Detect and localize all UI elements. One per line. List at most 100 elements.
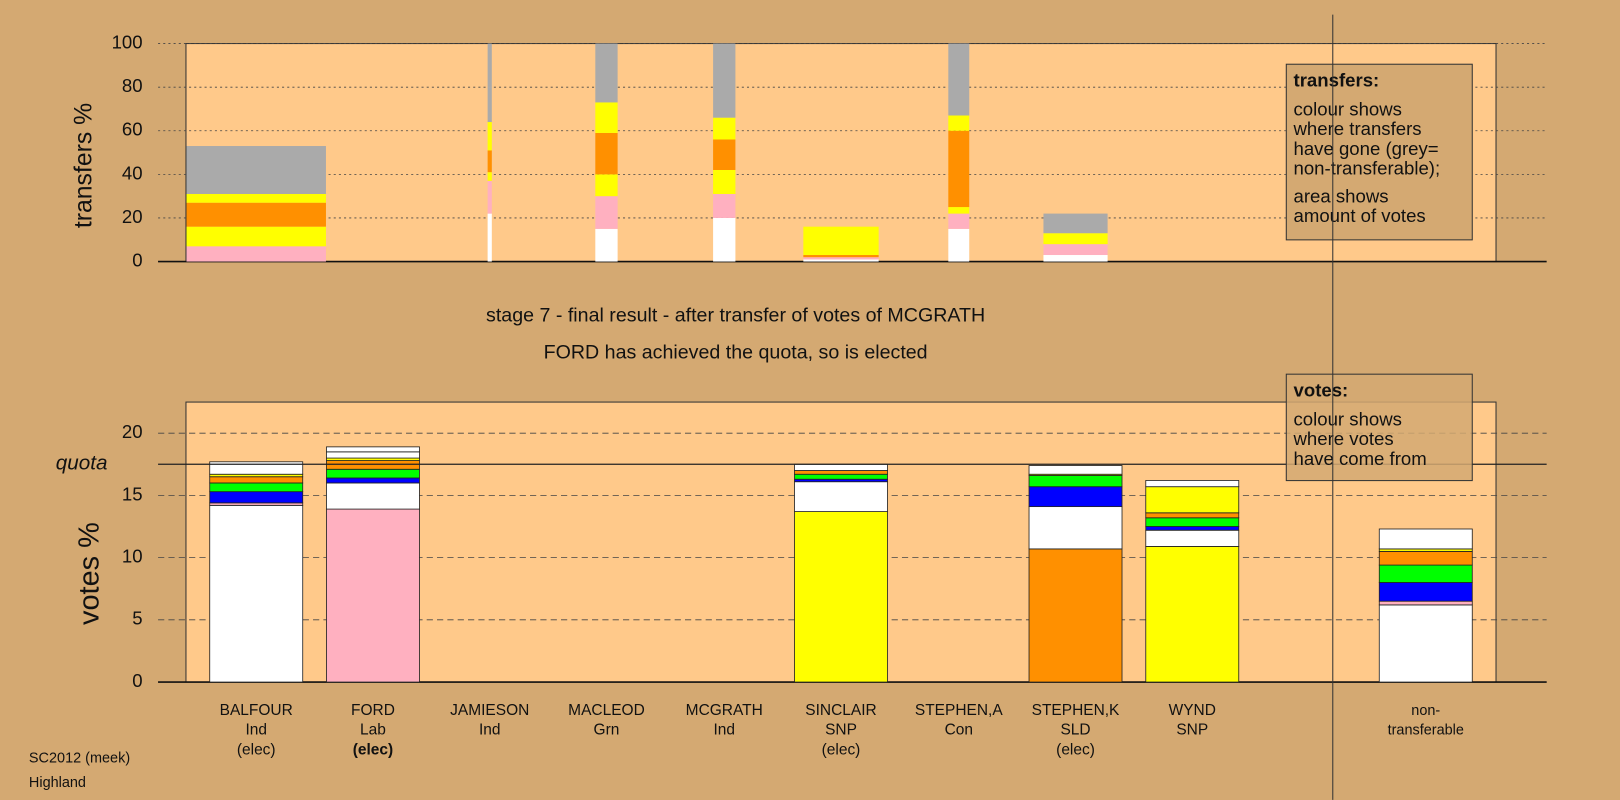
bar-segment [326, 508, 420, 683]
x-tick-label: SNP [825, 722, 857, 739]
bar-segment [948, 228, 970, 262]
bar-segment [326, 446, 420, 453]
bar-segment [794, 511, 888, 683]
x-tick-label: (elec) [353, 741, 393, 758]
bar-segment [803, 257, 879, 260]
x-tick-label: SNP [1176, 722, 1208, 739]
bar-segment [186, 246, 326, 262]
bar-segment [1378, 550, 1473, 566]
bar-segment [186, 193, 326, 203]
y-tick-label: 0 [132, 249, 142, 270]
bar-segment [948, 115, 970, 131]
legend-text: amount of votes [1294, 205, 1426, 226]
bar-segment [1378, 604, 1473, 683]
bar-segment [1145, 546, 1240, 683]
bar-segment [595, 102, 618, 133]
x-tick-label: (elec) [822, 741, 861, 758]
bar-segment [803, 226, 879, 256]
x-tick-label: Ind [479, 722, 501, 739]
legend-box [1285, 373, 1473, 482]
chart-subtitle: FORD has achieved the quota, so is elect… [544, 342, 928, 364]
x-tick-label: SLD [1060, 722, 1090, 739]
plot-area [185, 43, 1497, 263]
x-tick-label: Grn [594, 722, 620, 739]
bar-segment [794, 473, 888, 480]
bar-segment [487, 180, 492, 214]
bar-segment [803, 255, 879, 258]
bar-segment [1043, 255, 1108, 262]
x-tick-label: SINCLAIR [805, 702, 876, 719]
bar-segment [186, 226, 326, 247]
bar-segment [713, 117, 736, 140]
legend-text: have come from [1294, 448, 1427, 469]
bar-segment [209, 476, 304, 484]
bar-segment [487, 122, 492, 151]
bar-segment [794, 463, 888, 471]
x-tick-label: BALFOUR [220, 702, 293, 719]
bar-segment [713, 139, 736, 170]
legend-text: have gone (grey= [1294, 138, 1439, 159]
bar-segment [595, 132, 618, 175]
y-tick-label: 10 [122, 546, 143, 567]
bar-segment [1145, 529, 1240, 547]
y-tick-label: 40 [122, 162, 143, 183]
x-tick-label: STEPHEN,A [915, 702, 1003, 719]
bar-segment [1145, 480, 1240, 488]
bar-segment [487, 150, 492, 173]
bar-segment [713, 217, 736, 262]
bar-segment [487, 213, 492, 262]
footer: SC2012 (meek) [29, 750, 130, 766]
bar-segment [209, 482, 304, 493]
y-tick-label: 60 [122, 119, 143, 140]
bar-segment [487, 43, 492, 123]
bar-segment [1043, 244, 1108, 256]
bar-segment [713, 193, 736, 218]
bar-segment [794, 481, 888, 512]
bar-segment [1378, 528, 1473, 550]
bar-segment [595, 196, 618, 229]
bar-segment [1145, 486, 1240, 514]
legend-title: votes: [1294, 380, 1349, 401]
legend-text: colour shows [1294, 409, 1402, 430]
bar-segment [1028, 486, 1123, 508]
bar-segment [1378, 600, 1473, 606]
x-tick-label: STEPHEN,K [1032, 702, 1120, 719]
footer: Highland [29, 775, 86, 791]
legend-text: area shows [1294, 185, 1389, 206]
y-tick-label: 5 [132, 608, 142, 629]
x-tick-label: Lab [360, 722, 386, 739]
x-tick-label: (elec) [1056, 741, 1095, 758]
legend-title: transfers: [1294, 70, 1380, 91]
bar-segment [326, 482, 420, 510]
quota-label: quota [56, 452, 108, 475]
y-tick-label: 20 [122, 206, 143, 227]
bar-segment [209, 504, 304, 683]
x-tick-label: Ind [713, 722, 735, 739]
legend-box [1285, 63, 1473, 241]
bar-segment [1145, 517, 1240, 527]
x-tick-label: (elec) [237, 741, 276, 758]
bar-segment [1378, 564, 1473, 583]
x-tick-label: transferable [1388, 722, 1464, 738]
bar-segment [794, 470, 888, 475]
bar-segment [1378, 582, 1473, 602]
y-axis-label: transfers % [70, 103, 97, 228]
bar-segment [209, 491, 304, 504]
bar-segment [1145, 512, 1240, 519]
legend-text: non-transferable); [1294, 158, 1441, 179]
bar-segment [326, 468, 420, 479]
bar-segment [326, 451, 420, 459]
bar-segment [1028, 506, 1123, 550]
bar-segment [1043, 213, 1108, 234]
bar-segment [595, 43, 618, 103]
bar-segment [713, 43, 736, 118]
bar-segment [186, 202, 326, 227]
legend-text: colour shows [1294, 99, 1402, 120]
x-tick-label: MACLEOD [568, 702, 645, 719]
x-tick-label: Ind [245, 722, 267, 739]
bar-segment [487, 172, 492, 181]
bar-segment [948, 207, 970, 214]
y-tick-label: 100 [112, 31, 143, 52]
y-tick-label: 20 [122, 421, 143, 442]
